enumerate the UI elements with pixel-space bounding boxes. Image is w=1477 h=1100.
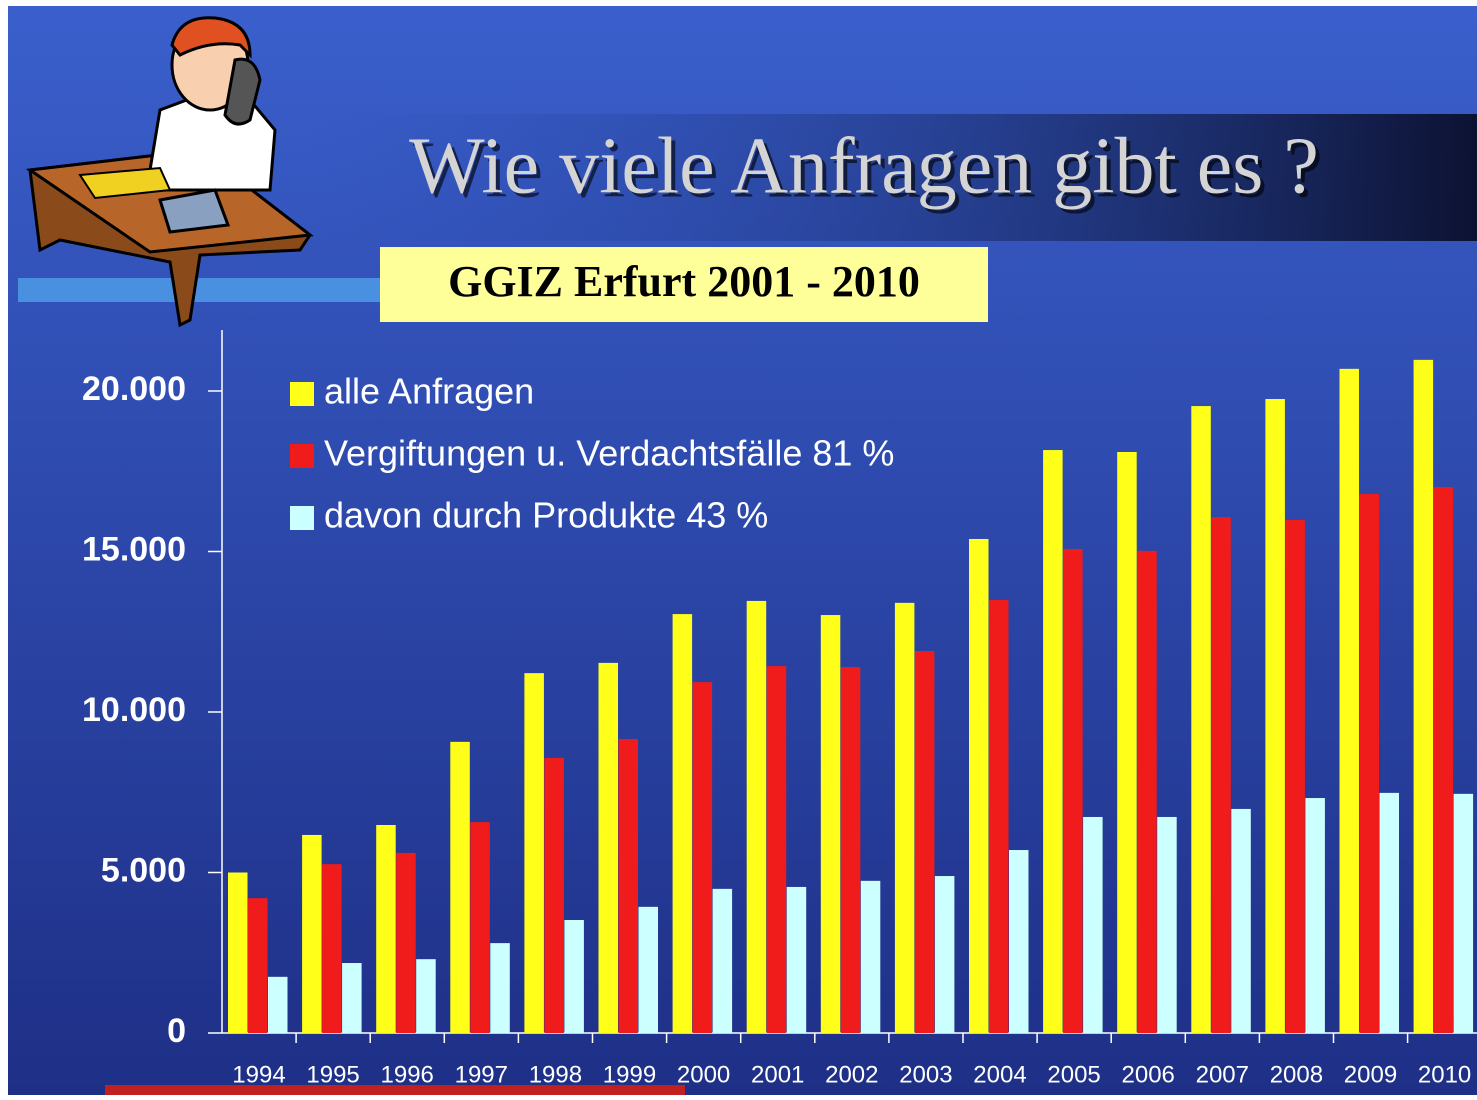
bar bbox=[268, 976, 288, 1033]
subtitle-box bbox=[380, 247, 988, 322]
bar bbox=[934, 876, 955, 1033]
bar bbox=[914, 651, 935, 1033]
x-tick-label: 2010 bbox=[1418, 1061, 1471, 1088]
bar bbox=[1083, 816, 1103, 1033]
bar bbox=[969, 538, 989, 1033]
bar bbox=[989, 599, 1009, 1033]
bar bbox=[1339, 368, 1359, 1033]
legend-swatch bbox=[290, 506, 314, 530]
bar bbox=[1305, 798, 1325, 1033]
x-tick-label: 2009 bbox=[1344, 1061, 1397, 1088]
chart-title: Wie viele Anfragen gibt es ? bbox=[409, 122, 1319, 210]
x-tick-label: 2007 bbox=[1196, 1061, 1249, 1088]
bar bbox=[228, 872, 248, 1033]
x-tick-label: 2000 bbox=[677, 1061, 730, 1088]
bar bbox=[860, 880, 881, 1033]
bar bbox=[450, 741, 470, 1033]
x-tick-label: 2008 bbox=[1270, 1061, 1323, 1088]
x-tick-label: 1997 bbox=[455, 1061, 508, 1088]
bar bbox=[1211, 517, 1231, 1033]
bar bbox=[376, 824, 396, 1033]
clipart bbox=[25, 16, 314, 328]
bar bbox=[618, 738, 638, 1033]
bar bbox=[598, 662, 618, 1033]
bar bbox=[1063, 548, 1083, 1033]
bar bbox=[544, 757, 564, 1033]
accent-bar bbox=[105, 1085, 685, 1095]
bar bbox=[1265, 399, 1285, 1033]
bar bbox=[1413, 359, 1434, 1034]
x-tick-label: 1995 bbox=[306, 1061, 359, 1088]
legend-swatch bbox=[290, 382, 314, 406]
bar bbox=[342, 963, 362, 1033]
bar bbox=[766, 666, 787, 1033]
bar bbox=[248, 898, 268, 1033]
x-tick-label: 1996 bbox=[381, 1061, 434, 1088]
bar bbox=[1453, 793, 1474, 1033]
y-tick-label: 15.000 bbox=[82, 530, 186, 568]
bar bbox=[564, 920, 584, 1033]
bar bbox=[840, 667, 861, 1033]
bar bbox=[712, 888, 733, 1033]
title-shadow: Wie viele Anfragen gibt es ? bbox=[413, 126, 1323, 214]
bar bbox=[1157, 816, 1177, 1033]
bar bbox=[1191, 406, 1211, 1033]
bar bbox=[1043, 450, 1063, 1034]
y-tick-label: 5.000 bbox=[101, 851, 186, 889]
x-tick-label: 2005 bbox=[1047, 1061, 1100, 1088]
bar bbox=[322, 864, 342, 1033]
bar bbox=[1117, 451, 1137, 1034]
chart-subtitle: GGIZ Erfurt 2001 - 2010 bbox=[448, 257, 920, 306]
bar bbox=[1379, 792, 1399, 1033]
bar bbox=[1359, 494, 1379, 1033]
bar bbox=[396, 852, 416, 1033]
x-tick-label: 2003 bbox=[899, 1061, 952, 1088]
bar bbox=[416, 959, 436, 1033]
y-tick-label: 0 bbox=[167, 1012, 186, 1050]
bar bbox=[1433, 486, 1454, 1034]
x-tick-label: 1998 bbox=[529, 1061, 582, 1088]
bar bbox=[524, 673, 544, 1033]
legend-label: Vergiftungen u. Verdachtsfälle 81 % bbox=[324, 433, 894, 474]
legend-label: davon durch Produkte 43 % bbox=[324, 495, 768, 536]
bar bbox=[1137, 550, 1157, 1033]
bar bbox=[894, 602, 915, 1033]
bar bbox=[672, 614, 693, 1033]
legend-label: alle Anfragen bbox=[324, 371, 534, 412]
x-tick-label: 2001 bbox=[751, 1061, 804, 1088]
bar bbox=[1009, 850, 1029, 1033]
bar bbox=[1231, 808, 1251, 1033]
y-tick-label: 20.000 bbox=[82, 370, 186, 408]
bar bbox=[746, 600, 767, 1033]
y-tick-label: 10.000 bbox=[82, 691, 186, 729]
bar bbox=[820, 615, 841, 1033]
x-tick-label: 1994 bbox=[232, 1061, 285, 1088]
bar bbox=[470, 822, 490, 1033]
bar bbox=[692, 682, 713, 1033]
bar bbox=[1285, 520, 1305, 1033]
legend-swatch bbox=[290, 444, 314, 468]
x-tick-label: 2004 bbox=[973, 1061, 1026, 1088]
accent-bar bbox=[18, 278, 383, 302]
x-tick-label: 2002 bbox=[825, 1061, 878, 1088]
x-tick-label: 1999 bbox=[603, 1061, 656, 1088]
bar bbox=[490, 943, 510, 1033]
title-band bbox=[300, 114, 1477, 241]
bar bbox=[638, 906, 658, 1033]
x-tick-label: 2006 bbox=[1122, 1061, 1175, 1088]
bar bbox=[302, 834, 322, 1033]
bar bbox=[786, 886, 807, 1033]
